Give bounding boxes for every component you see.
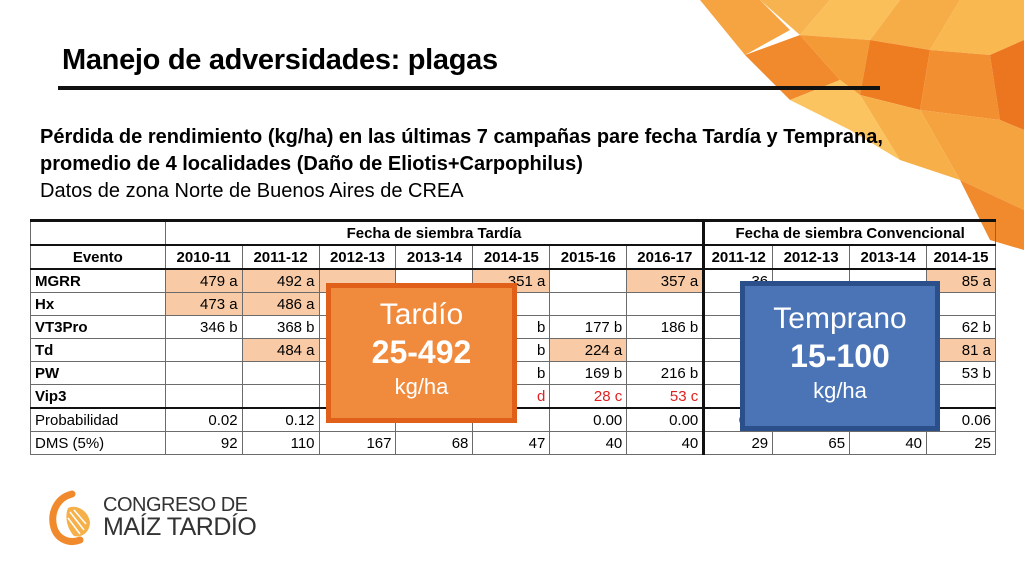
stat-label: DMS (5%) <box>30 431 166 455</box>
year-header: 2011-12 <box>703 244 774 270</box>
table-cell: 0.02 <box>164 407 243 432</box>
table-cell: 0.12 <box>241 407 320 432</box>
subtitle: Pérdida de rendimiento (kg/ha) en las úl… <box>40 124 970 205</box>
table-cell: 40 <box>849 431 927 455</box>
year-header: 2010-11 <box>164 244 243 270</box>
table-cell: 346 b <box>164 315 243 339</box>
table-cell: 224 a <box>549 338 628 362</box>
table-cell: 85 a <box>926 268 996 293</box>
table-cell: 186 b <box>626 315 706 339</box>
table-cell: 29 <box>703 431 774 455</box>
table-years-row: Evento 2010-11 2011-12 2012-13 2013-14 2… <box>30 244 996 270</box>
table-cell <box>241 361 320 385</box>
year-header: 2015-16 <box>549 244 628 270</box>
logo-text: CONGRESO DE MAÍZ TARDÍO <box>103 494 257 541</box>
table-cell: 357 a <box>626 268 706 293</box>
callout-temprano-label: Temprano <box>773 302 907 335</box>
table-cell <box>626 338 706 362</box>
table-cell: 368 b <box>241 315 320 339</box>
callout-temprano-range: 15-100 <box>790 338 890 374</box>
year-header: 2016-17 <box>626 244 706 270</box>
table-cell <box>164 384 243 409</box>
year-header: 2012-13 <box>318 244 397 270</box>
event-name: Hx <box>30 292 166 316</box>
year-header: 2013-14 <box>395 244 474 270</box>
table-cell <box>241 384 320 409</box>
group-header-tardia: Fecha de siembra Tardía <box>164 219 706 246</box>
group-header-convencional: Fecha de siembra Convencional <box>703 219 996 246</box>
table-cell <box>164 361 243 385</box>
table-cell: 110 <box>241 431 320 455</box>
logo-line2: MAÍZ TARDÍO <box>103 513 257 541</box>
event-name: Vip3 <box>30 384 166 409</box>
table-cell: 216 b <box>626 361 706 385</box>
table-cell: 47 <box>472 431 551 455</box>
event-name: VT3Pro <box>30 315 166 339</box>
event-name: PW <box>30 361 166 385</box>
table-cell: 53 c <box>626 384 706 409</box>
table-cell: 65 <box>772 431 851 455</box>
table-row-dms: DMS (5%) 92 110 167 68 47 40 40 29 65 40… <box>30 431 996 455</box>
subtitle-bold: Pérdida de rendimiento (kg/ha) en las úl… <box>40 126 883 175</box>
year-header: 2013-14 <box>849 244 927 270</box>
event-name: MGRR <box>30 268 166 293</box>
year-header: 2011-12 <box>241 244 320 270</box>
table-group-header-row: Fecha de siembra Tardía Fecha de siembra… <box>30 219 996 246</box>
table-corner <box>30 219 166 246</box>
event-name: Td <box>30 338 166 362</box>
table-cell: 492 a <box>241 268 320 293</box>
callout-tardio: Tardío 25-492 kg/ha <box>326 283 517 423</box>
stat-label: Probabilidad <box>30 407 166 432</box>
page-title: Manejo de adversidades: plagas <box>62 44 498 76</box>
callout-tardio-label: Tardío <box>379 298 464 331</box>
logo-line1: CONGRESO DE <box>103 494 248 516</box>
year-header: 2012-13 <box>772 244 851 270</box>
table-cell: 169 b <box>549 361 628 385</box>
maiz-logo-icon <box>49 490 90 545</box>
event-header: Evento <box>30 244 166 270</box>
callout-tardio-range: 25-492 <box>371 334 472 370</box>
title-divider <box>58 86 880 90</box>
table-cell: 484 a <box>241 338 320 362</box>
table-cell: 0.00 <box>549 407 628 432</box>
table-cell <box>549 292 628 316</box>
table-cell: 473 a <box>164 292 243 316</box>
table-cell: 28 c <box>549 384 628 409</box>
table-cell: 68 <box>395 431 474 455</box>
table-cell: 0.00 <box>626 407 706 432</box>
table-cell: 479 a <box>164 268 243 293</box>
table-cell: 40 <box>549 431 628 455</box>
table-cell: 177 b <box>549 315 628 339</box>
subtitle-source: Datos de zona Norte de Buenos Aires de C… <box>40 180 464 202</box>
year-header: 2014-15 <box>472 244 551 270</box>
table-cell: 40 <box>626 431 706 455</box>
table-cell <box>626 292 706 316</box>
table-cell: 486 a <box>241 292 320 316</box>
table-cell: 167 <box>318 431 397 455</box>
table-cell <box>164 338 243 362</box>
table-cell <box>549 268 628 293</box>
callout-temprano-unit: kg/ha <box>813 378 867 403</box>
callout-tardio-unit: kg/ha <box>394 374 449 399</box>
table-cell: 25 <box>926 431 996 455</box>
table-cell: 92 <box>164 431 243 455</box>
year-header: 2014-15 <box>926 244 996 270</box>
callout-temprano: Temprano 15-100 kg/ha <box>740 281 940 431</box>
